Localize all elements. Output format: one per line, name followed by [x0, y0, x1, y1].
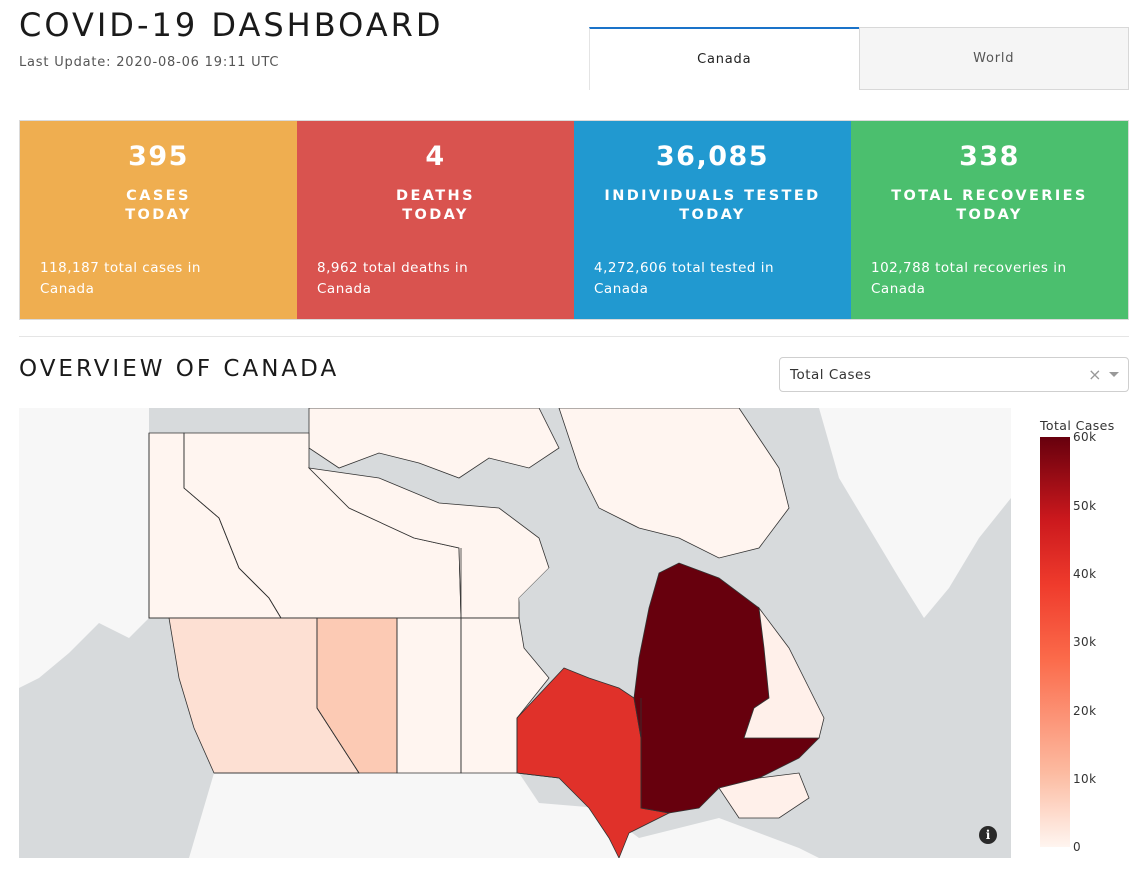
recoveries-card: 338 TOTAL RECOVERIES TODAY 102,788 total… — [851, 121, 1128, 319]
map-canvas — [19, 408, 1011, 858]
canada-choropleth-map[interactable] — [19, 408, 1011, 858]
tab-world[interactable]: World — [858, 27, 1129, 90]
deaths-card: 4 DEATHS TODAY 8,962 total deaths in Can… — [297, 121, 574, 319]
province-borders — [148, 433, 642, 808]
cases-today-value: 395 — [128, 141, 189, 172]
colorbar-tick: 60k — [1073, 430, 1097, 444]
recoveries-total-text: 102,788 total recoveries in Canada — [871, 260, 1067, 297]
greenland-landmass — [819, 408, 1011, 618]
arctic-islands — [308, 408, 560, 479]
deaths-label-line2: TODAY — [402, 207, 469, 223]
stat-cards: 395 CASES TODAY 118,187 total cases in C… — [19, 120, 1129, 320]
deaths-today-value: 4 — [425, 141, 446, 172]
tested-card: 36,085 INDIVIDUALS TESTED TODAY 4,272,60… — [574, 121, 851, 319]
cases-card: 395 CASES TODAY 118,187 total cases in C… — [20, 121, 297, 319]
cases-today-label: CASES TODAY — [20, 187, 297, 225]
colorbar-tick: 0 — [1073, 840, 1082, 854]
tested-total-text: 4,272,606 total tested in Canada — [594, 260, 775, 297]
colorbar-tick: 20k — [1073, 704, 1097, 718]
hudson-bay — [519, 548, 659, 688]
newfoundland-labrador-province — [743, 606, 825, 739]
section-divider — [19, 336, 1129, 337]
colorbar-title: Total Cases — [1040, 418, 1115, 433]
alaska-landmass — [19, 408, 149, 688]
colorbar-tick: 30k — [1073, 635, 1097, 649]
close-icon[interactable]: × — [1088, 365, 1102, 384]
colorbar-scale — [1040, 437, 1070, 847]
colorbar-tick: 10k — [1073, 772, 1097, 786]
deaths-today-label: DEATHS TODAY — [297, 187, 574, 225]
recoveries-today-value: 338 — [959, 141, 1020, 172]
saskatchewan-province — [396, 617, 462, 774]
info-icon[interactable]: i — [979, 826, 997, 844]
last-update: Last Update: 2020-08-06 19:11 UTC — [19, 55, 280, 70]
recoveries-label-line1: TOTAL RECOVERIES — [891, 188, 1088, 204]
overview-title: OVERVIEW OF CANADA — [19, 356, 340, 382]
baffin-island — [558, 408, 790, 559]
cases-label-line1: CASES — [126, 188, 191, 204]
manitoba-province — [460, 617, 550, 774]
metric-select-value: Total Cases — [790, 366, 872, 383]
tested-label-line1: INDIVIDUALS TESTED — [604, 188, 821, 204]
deaths-label-line1: DEATHS — [396, 188, 475, 204]
tested-today-label: INDIVIDUALS TESTED TODAY — [574, 187, 851, 225]
colorbar-tick: 40k — [1073, 567, 1097, 581]
cases-total-text: 118,187 total cases in Canada — [40, 260, 201, 297]
chevron-down-icon[interactable] — [1109, 372, 1119, 377]
maritime-provinces — [718, 772, 810, 819]
deaths-total-text: 8,962 total deaths in Canada — [317, 260, 469, 297]
cases-label-line2: TODAY — [125, 207, 192, 223]
recoveries-label-line2: TODAY — [956, 207, 1023, 223]
region-tabs: Canada World — [589, 27, 1129, 90]
tested-today-value: 36,085 — [655, 141, 770, 172]
tested-label-line2: TODAY — [679, 207, 746, 223]
colorbar-tick: 50k — [1073, 499, 1097, 513]
usa-landmass — [189, 773, 819, 858]
page-title: COVID-19 DASHBOARD — [19, 6, 444, 44]
recoveries-today-label: TOTAL RECOVERIES TODAY — [851, 187, 1128, 225]
metric-select[interactable]: Total Cases × — [779, 357, 1129, 392]
tab-canada[interactable]: Canada — [589, 27, 859, 90]
